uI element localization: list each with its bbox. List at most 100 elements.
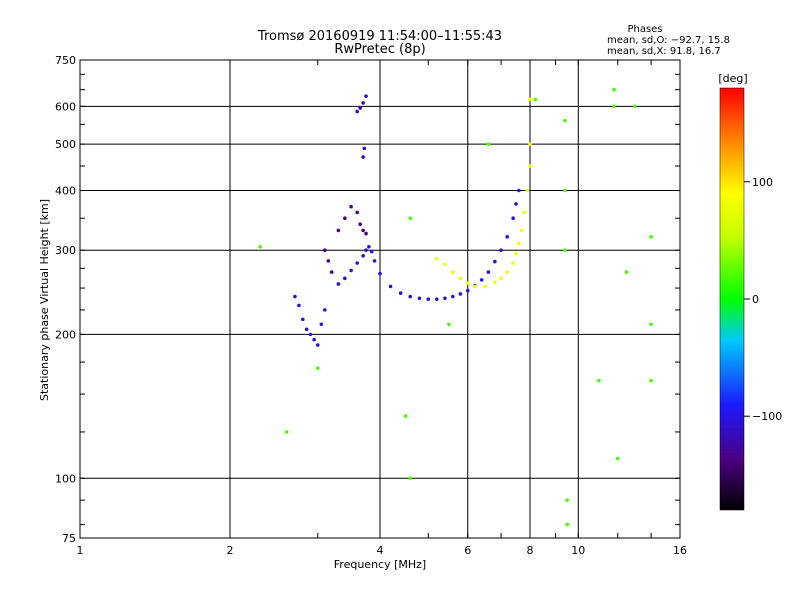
data-point <box>447 322 451 327</box>
data-point <box>434 297 439 301</box>
chart-title: Tromsø 20160919 11:54:00–11:55:43 <box>257 29 502 44</box>
data-point <box>361 254 365 258</box>
data-point <box>443 296 447 301</box>
data-point <box>483 284 487 289</box>
data-point <box>458 276 463 281</box>
data-point <box>336 228 341 233</box>
y-tick-label: 300 <box>55 244 76 257</box>
data-point <box>343 276 347 281</box>
data-point <box>612 104 616 109</box>
y-tick-label: 75 <box>62 532 76 545</box>
data-point <box>361 155 365 159</box>
data-point <box>408 476 413 481</box>
data-point <box>315 366 320 370</box>
data-point <box>565 522 569 527</box>
data-point <box>362 146 367 151</box>
data-point <box>514 202 518 206</box>
x-tick-label: 10 <box>571 544 585 557</box>
x-tick-label: 16 <box>673 544 687 557</box>
y-axis-label: Stationary phase Virtual Height [km] <box>38 199 51 401</box>
data-point <box>505 235 509 239</box>
data-point <box>649 378 653 383</box>
data-point <box>378 271 382 276</box>
x-tick-labels: 1 2 4 6 8 10 16 <box>77 544 688 557</box>
data-point <box>458 292 463 296</box>
data-point <box>364 231 368 236</box>
data-point <box>319 322 324 327</box>
data-point <box>308 332 313 337</box>
chart-subtitle: RwPretec (8p) <box>334 42 425 57</box>
data-point <box>525 188 530 193</box>
data-point <box>451 270 455 274</box>
data-point <box>499 276 503 281</box>
colorbar-label: [deg] <box>718 72 747 85</box>
x-axis-label: Frequency [MHz] <box>334 558 426 571</box>
data-point <box>451 294 455 299</box>
y-tick-label: 500 <box>55 138 76 151</box>
data-point <box>528 142 532 146</box>
data-point <box>533 97 538 102</box>
colorbar-tick-label: 100 <box>752 176 773 189</box>
data-point <box>329 270 334 274</box>
data-point <box>624 270 629 274</box>
data-point <box>514 251 518 256</box>
data-point <box>519 228 524 233</box>
y-tick-label: 400 <box>55 184 76 197</box>
data-point <box>364 94 368 98</box>
data-point <box>297 303 301 308</box>
data-point <box>522 210 527 215</box>
y-tick-label: 750 <box>55 54 76 67</box>
data-point <box>563 118 567 123</box>
data-point <box>408 216 413 221</box>
data-point <box>284 430 289 434</box>
colorbar-tick-label: −100 <box>752 410 782 423</box>
x-tick-label: 4 <box>377 544 384 557</box>
data-point <box>565 498 569 502</box>
data-point <box>528 164 532 168</box>
data-point <box>349 204 353 209</box>
x-tick-label: 8 <box>527 544 534 557</box>
data-point <box>493 259 497 264</box>
data-point <box>358 106 362 110</box>
data-point <box>465 288 470 293</box>
data-point <box>517 241 521 246</box>
grid-layer <box>80 60 680 538</box>
data-point <box>304 327 309 332</box>
data-point <box>517 188 521 193</box>
phases-line-o: mean, sd,O: −92.7, 15.8 <box>607 35 730 46</box>
data-point <box>355 109 359 114</box>
data-point <box>473 284 477 289</box>
data-point <box>434 256 439 261</box>
data-point <box>349 268 353 273</box>
data-point <box>336 282 341 286</box>
y-tick-label: 200 <box>55 328 76 341</box>
data-point <box>301 317 305 322</box>
data-point <box>633 104 637 109</box>
y-tick-labels: 75 100 200 300 400 500 600 750 <box>55 54 76 545</box>
data-point <box>486 270 491 274</box>
data-point <box>426 297 431 301</box>
data-point <box>358 222 362 227</box>
data-point <box>323 248 327 253</box>
data-point <box>367 244 371 249</box>
data-point <box>493 280 497 285</box>
data-point <box>563 248 567 253</box>
data-point <box>649 235 653 239</box>
data-point <box>364 248 368 253</box>
data-point <box>369 249 374 254</box>
data-point <box>355 261 359 265</box>
data-point <box>528 97 532 102</box>
data-point <box>293 294 297 299</box>
data-point <box>372 259 377 263</box>
data-point <box>417 296 422 301</box>
data-point <box>312 337 316 342</box>
data-point <box>361 101 365 105</box>
y-tick-label: 600 <box>55 100 76 113</box>
data-point <box>258 244 263 249</box>
data-point <box>479 278 484 282</box>
data-point <box>612 87 616 92</box>
data-point <box>408 294 413 299</box>
data-point <box>465 281 470 285</box>
data-point <box>649 322 653 327</box>
